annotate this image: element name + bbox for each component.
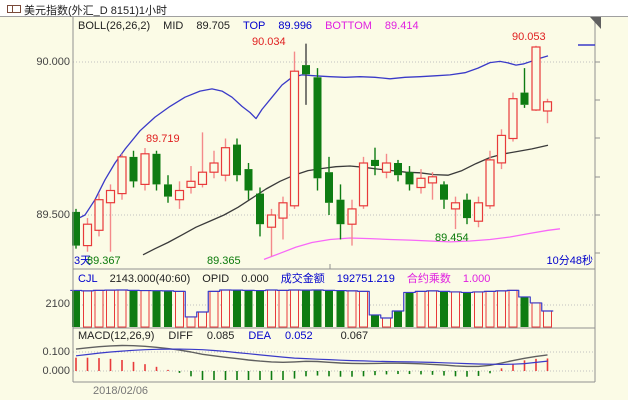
window-title: 美元指数(外汇_D 8151)1小时 <box>24 5 168 17</box>
window-titlebar[interactable]: 美元指数(外汇_D 8151)1小时 <box>0 0 628 17</box>
link-icon[interactable] <box>7 5 21 13</box>
